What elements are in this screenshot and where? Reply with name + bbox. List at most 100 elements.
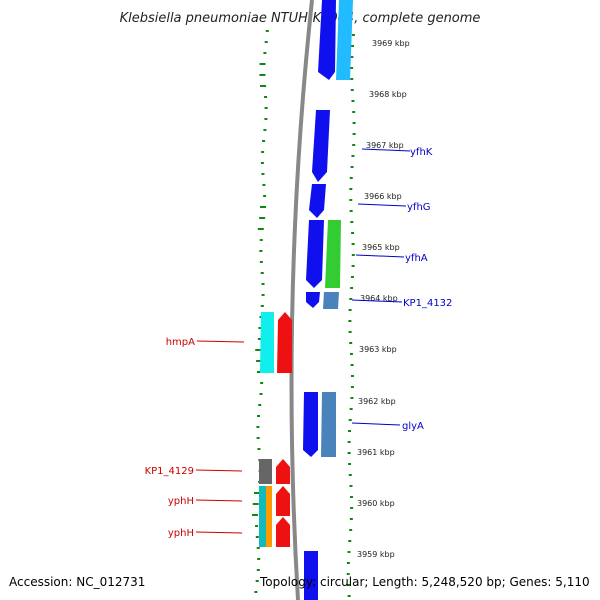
gc-tick — [261, 283, 265, 285]
gene-box-teal[interactable] — [259, 486, 266, 547]
gc-tick — [348, 419, 352, 421]
gc-tick — [259, 74, 266, 76]
gc-tick — [348, 463, 352, 465]
gc-tick — [350, 78, 354, 80]
gc-tick — [253, 492, 260, 494]
gc-tick — [349, 518, 353, 520]
gene-box-cyan[interactable] — [260, 312, 274, 373]
gene-box-orange[interactable] — [266, 486, 272, 547]
gc-tick — [350, 89, 354, 91]
gene-box-gray[interactable] — [259, 459, 272, 484]
gene-arrow-blue[interactable] — [306, 292, 320, 308]
gene-arrow-red[interactable] — [276, 459, 290, 484]
gc-tick — [255, 536, 259, 538]
gc-tick — [348, 309, 352, 311]
gene-box-steelblue[interactable] — [321, 392, 336, 457]
gc-tick — [349, 210, 353, 212]
gene-label[interactable]: hmpA — [166, 337, 195, 348]
gene-box-steelblue[interactable] — [323, 292, 339, 309]
gene-label[interactable]: yphH — [168, 528, 194, 539]
gc-tick — [351, 34, 355, 36]
gene-arrow-blue[interactable] — [306, 220, 324, 288]
gc-tick — [262, 140, 266, 142]
gene-arrow-blue[interactable] — [303, 392, 318, 457]
leader-line — [361, 148, 411, 152]
gc-tick — [349, 177, 353, 179]
scale-label: 3964 kbp — [360, 294, 398, 303]
scale-label: 3969 kbp — [372, 39, 410, 48]
gc-tick — [346, 573, 350, 575]
gc-tick — [350, 287, 354, 289]
gc-tick — [260, 85, 267, 87]
gc-tick — [258, 404, 262, 406]
gene-arrow-red[interactable] — [277, 312, 292, 373]
gc-tick — [351, 265, 355, 267]
scale-label: 3963 kbp — [359, 345, 397, 354]
gene-arrow-blue[interactable] — [318, 0, 336, 80]
gc-tick — [259, 217, 266, 219]
gc-tick — [346, 562, 350, 564]
gc-tick — [349, 408, 353, 410]
gene-labels-right: yfhK yfhG yfhA KP1_4132 glyA — [351, 147, 452, 432]
gc-tick — [259, 393, 263, 395]
gc-tick — [259, 261, 263, 263]
scale-label: 3966 kbp — [364, 192, 402, 201]
gc-tick — [256, 426, 260, 428]
gc-tick — [260, 382, 264, 384]
gc-tick — [255, 349, 262, 351]
scale-label: 3965 kbp — [362, 243, 400, 252]
gc-tick — [347, 595, 351, 597]
leader-line — [195, 469, 243, 472]
gc-tick — [352, 133, 356, 135]
gene-arrow-red[interactable] — [276, 517, 290, 547]
leader-line — [196, 340, 245, 343]
gc-tick — [257, 228, 264, 230]
gc-tick — [260, 305, 264, 307]
gc-tick — [350, 276, 354, 278]
gc-tick — [256, 569, 260, 571]
gene-arrow-red[interactable] — [276, 486, 290, 516]
gene-arrow-skyblue[interactable] — [336, 0, 353, 80]
gc-tick — [351, 45, 355, 47]
scale-label: 3962 kbp — [358, 397, 396, 406]
gene-label[interactable]: KP1_4132 — [403, 298, 452, 309]
gene-label[interactable]: yfhA — [405, 253, 428, 264]
gc-tick — [264, 96, 268, 98]
gc-tick — [260, 272, 264, 274]
genome-backbone — [289, 0, 314, 600]
gene-label[interactable]: KP1_4129 — [145, 466, 194, 477]
gc-tick — [347, 441, 351, 443]
gc-tick — [265, 30, 269, 32]
gene-label[interactable]: yfhG — [407, 202, 431, 213]
gc-tick — [350, 397, 354, 399]
gc-tick — [347, 584, 351, 586]
leader-line — [357, 203, 407, 207]
leader-line — [351, 299, 403, 303]
gc-tick — [350, 364, 354, 366]
gc-tick — [256, 547, 260, 549]
leader-line — [355, 254, 405, 258]
scale-label: 3961 kbp — [357, 448, 395, 457]
leader-line — [195, 531, 243, 534]
gc-tick — [252, 503, 259, 505]
gene-box-green[interactable] — [325, 220, 341, 288]
gc-tick — [263, 195, 267, 197]
gc-tick — [256, 371, 263, 373]
gene-arrow-blue[interactable] — [304, 551, 318, 600]
gc-tick — [261, 173, 265, 175]
gene-label[interactable]: glyA — [402, 421, 424, 432]
leader-line — [195, 499, 243, 502]
gc-tick — [263, 129, 267, 131]
gc-tick — [261, 151, 265, 153]
gene-label[interactable]: yfhK — [410, 147, 433, 158]
gc-tick — [351, 100, 355, 102]
gc-tick — [350, 56, 354, 58]
leader-line — [351, 422, 401, 426]
gene-arrow-blue[interactable] — [309, 184, 326, 218]
gene-label[interactable]: yphH — [168, 496, 194, 507]
gc-tick — [264, 41, 268, 43]
gc-tick — [352, 122, 356, 124]
gene-arrow-blue[interactable] — [312, 110, 330, 182]
gc-tick — [351, 232, 355, 234]
